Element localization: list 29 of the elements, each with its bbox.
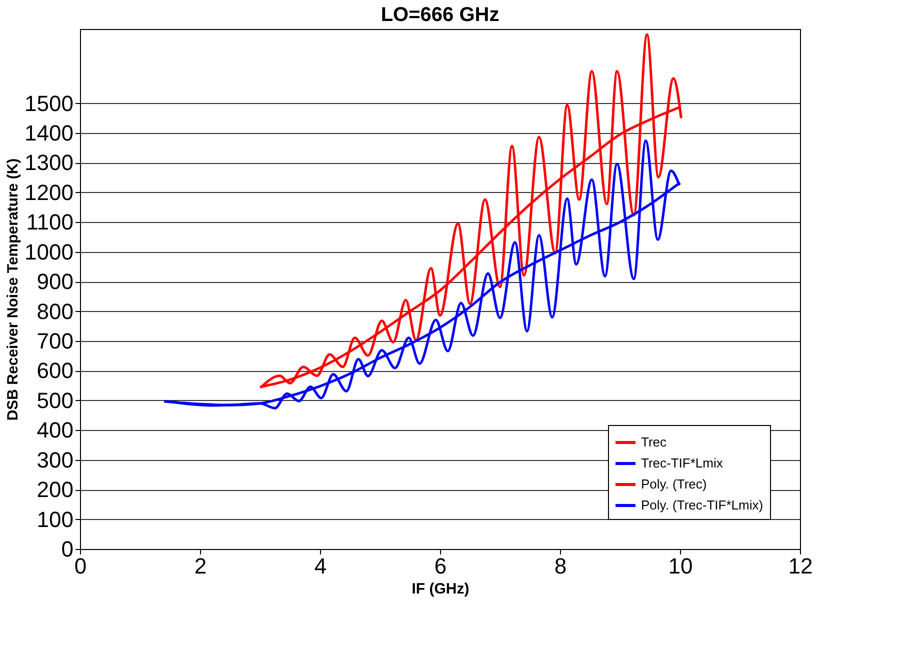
y-tick-label: 300 [36,447,74,472]
y-tick-label: 1000 [24,239,74,264]
chart-title: LO=666 GHz [380,4,500,26]
y-tick-label: 400 [36,418,74,443]
legend-label: Trec-TIF*Lmix [641,456,724,470]
y-tick-label: 1500 [24,90,74,116]
x-tick-label: 8 [554,554,567,578]
x-tick-label: 6 [434,554,447,578]
y-tick-label: 200 [36,477,74,502]
y-axis-title: DSB Receiver Noise Temperature (K) [4,158,22,421]
y-tick-label: 500 [36,388,74,413]
x-tick-label: 4 [314,554,327,578]
legend-label: Trec [641,434,668,450]
legend-label: Poly. (Trec-TIF*Lmix) [641,498,764,512]
y-tick-label: 1200 [24,180,74,205]
x-tick-label: 2 [194,554,207,578]
y-tick-label: 800 [36,298,74,324]
y-tick-label: 600 [36,358,74,384]
y-tick-label: 700 [36,328,74,354]
y-tick-label: 900 [36,269,74,294]
x-axis-title: IF (GHz) [412,580,470,598]
legend-label: Poly. (Trec) [641,476,707,492]
y-tick-label: 0 [61,536,74,562]
x-tick-label: 12 [788,554,813,578]
y-tick-label: 1400 [24,120,74,146]
y-tick-label: 1300 [24,150,74,176]
x-tick-label: 10 [668,554,693,578]
y-tick-label: 100 [36,506,74,532]
y-tick-label: 1100 [26,210,74,235]
